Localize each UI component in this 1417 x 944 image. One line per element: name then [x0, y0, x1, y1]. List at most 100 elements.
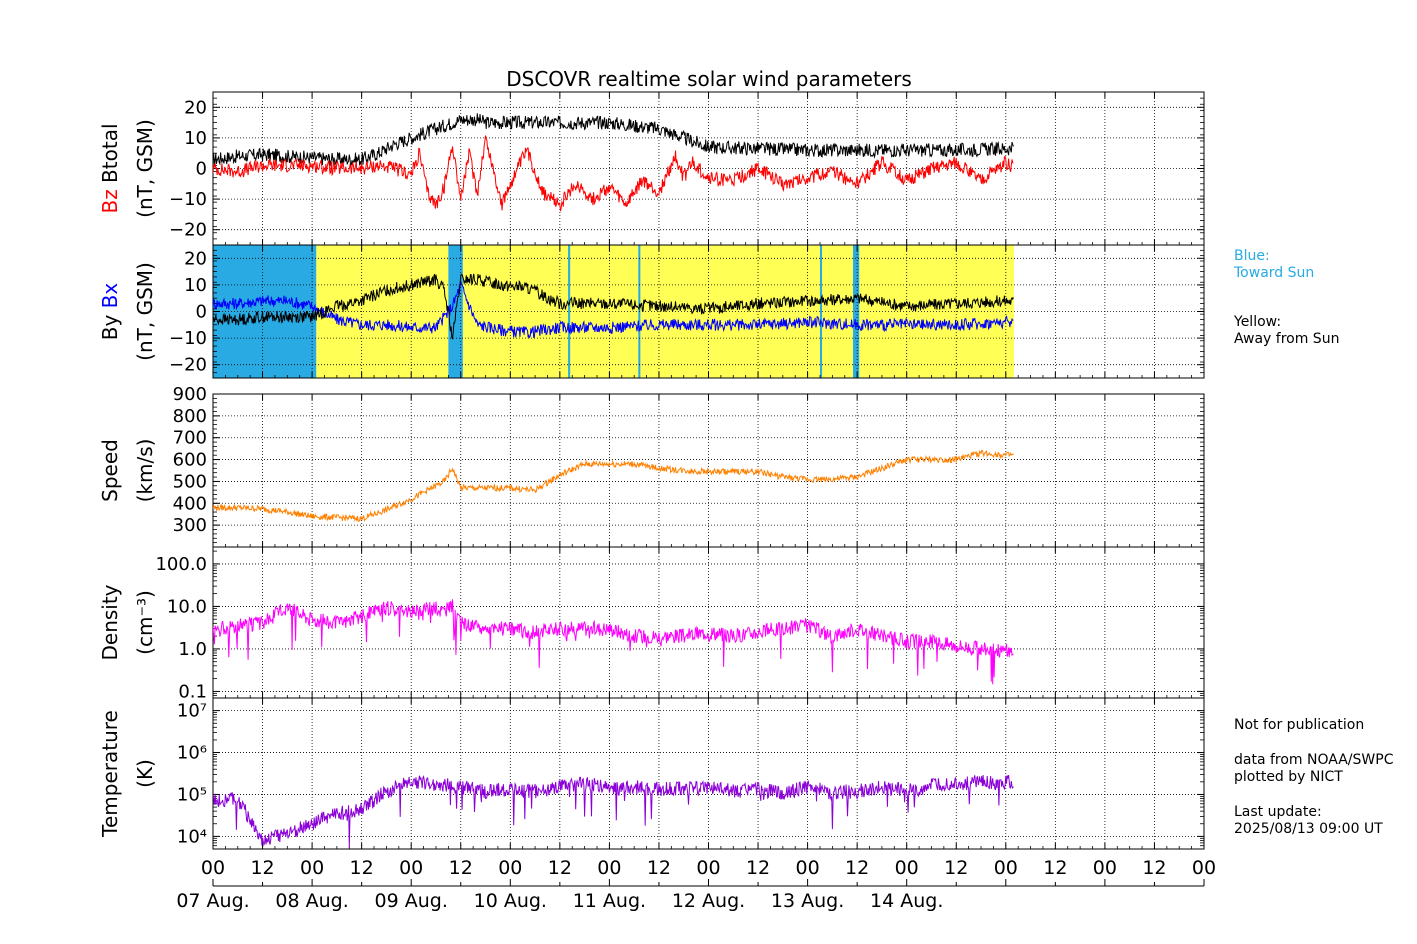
hour-tick-label: 00: [1093, 857, 1117, 879]
away-sun-desc: Away from Sun: [1234, 331, 1340, 347]
date-tick-label: 12 Aug.: [672, 890, 745, 912]
publication-note: Not for publication: [1234, 717, 1364, 734]
y-axis-label-part: Bz: [98, 189, 122, 213]
hour-tick-label: 12: [449, 857, 473, 879]
panel-temperature: 10⁴ 10⁵ 10⁶ 10⁷ Temperature (K): [98, 697, 1205, 850]
y-tick-label: 20: [184, 248, 207, 269]
y-tick-label: 10⁴: [177, 826, 207, 847]
hour-tick-label: 00: [300, 857, 324, 879]
series-line-density: [213, 599, 1014, 685]
y-tick-label: 0.1: [178, 681, 207, 702]
y-axis-label-part: Btotal: [98, 123, 122, 189]
hour-tick-label: 00: [498, 857, 522, 879]
y-tick-label: 10⁵: [177, 784, 207, 805]
panel-density: 0.1 1.0 10.0 100.0 Density (cm⁻³): [98, 546, 1205, 702]
series-line-bx: [213, 281, 1014, 339]
y-tick-label: 10: [184, 128, 207, 149]
source-line-1: data from NOAA/SWPC: [1234, 752, 1394, 768]
y-axis-unit-by_bx: (nT, GSM): [133, 262, 157, 361]
y-tick-label: 500: [173, 471, 207, 492]
series-line-speed: [213, 449, 1014, 522]
y-tick-label: 1.0: [178, 639, 207, 660]
source-note: data from NOAA/SWPC plotted by NICT: [1234, 752, 1393, 786]
sector-toward-5: [853, 245, 860, 378]
date-tick-label: 07 Aug.: [176, 890, 249, 912]
panel-mag: −20 −10 0 10 20 Bz Btotal (nT, GSM): [98, 91, 1205, 246]
y-axis-unit-mag: (nT, GSM): [133, 119, 157, 218]
y-tick-label: 600: [173, 450, 207, 471]
source-line-2: plotted by NICT: [1234, 769, 1343, 785]
update-value: 2025/08/13 09:00 UT: [1234, 821, 1383, 837]
y-tick-label: 900: [173, 384, 207, 405]
y-axis-label-part: Density: [98, 584, 122, 660]
y-tick-label: 0: [196, 159, 207, 180]
hour-tick-label: 00: [895, 857, 919, 879]
hour-tick-label: 00: [1192, 857, 1216, 879]
y-axis-label-speed: Speed: [98, 439, 122, 502]
y-axis-label-temperature: Temperature: [98, 710, 122, 838]
date-tick-label: 11 Aug.: [573, 890, 646, 912]
panels-group: −20 −10 0 10 20 Bz Btotal (nT, GSM) −20 −10 0 10 20…: [98, 91, 1205, 850]
sector-toward-2: [568, 245, 571, 378]
hour-tick-label: 12: [1142, 857, 1166, 879]
hour-tick-label: 12: [845, 857, 869, 879]
figure-title: DSCOVR realtime solar wind parameters: [506, 67, 912, 91]
hour-tick-label: 00: [597, 857, 621, 879]
hour-tick-label: 00: [796, 857, 820, 879]
y-tick-label: −10: [169, 328, 207, 349]
update-label: Last update:: [1234, 804, 1322, 820]
y-axis-label-part: Bx: [98, 283, 122, 315]
date-tick-label: 08 Aug.: [275, 890, 348, 912]
series-line-btotal: [213, 113, 1014, 168]
sector-legend: Blue: Toward Sun: [1234, 248, 1314, 282]
series-line-bz: [213, 135, 1014, 212]
hour-tick-label: 12: [250, 857, 274, 879]
y-tick-label: 20: [184, 97, 207, 118]
hour-tick-label: 12: [746, 857, 770, 879]
toward-sun-desc: Toward Sun: [1234, 265, 1315, 281]
y-axis-label-part: Temperature: [98, 710, 122, 838]
y-tick-label: 100.0: [155, 554, 207, 575]
y-tick-label: −20: [169, 220, 207, 241]
series-line-by: [213, 273, 1014, 340]
y-axis-label-part: Speed: [98, 439, 122, 502]
hour-tick-label: 00: [399, 857, 423, 879]
panel-by_bx: −20 −10 0 10 20 By Bx (nT, GSM): [98, 244, 1205, 379]
update-note: Last update: 2025/08/13 09:00 UT: [1234, 804, 1383, 838]
y-tick-label: 10⁶: [177, 743, 207, 764]
away-sun-label: Yellow:: [1234, 314, 1282, 330]
sector-toward-4: [819, 245, 823, 378]
y-axis-unit-density: (cm⁻³): [133, 590, 157, 655]
date-tick-label: 14 Aug.: [870, 890, 943, 912]
not-for-publication: Not for publication: [1234, 717, 1365, 733]
y-tick-label: −10: [169, 189, 207, 210]
hour-tick-label: 00: [201, 857, 225, 879]
y-axis-label-by_bx: By Bx: [98, 283, 122, 341]
y-axis-unit-speed: (km/s): [133, 439, 157, 503]
y-tick-label: 10⁷: [177, 701, 207, 722]
y-tick-label: 10: [184, 275, 207, 296]
y-axis-label-part: By: [98, 315, 122, 341]
hour-tick-label: 12: [350, 857, 374, 879]
date-tick-label: 13 Aug.: [771, 890, 844, 912]
hour-tick-label: 12: [1043, 857, 1067, 879]
time-axis: 00 12 00 12 00 12 00 12 00 12 00 12 00 12 00 12 00 12 00 12…: [176, 857, 1216, 912]
hour-tick-label: 00: [994, 857, 1018, 879]
y-axis-label-density: Density: [98, 584, 122, 660]
y-axis-unit-temperature: (K): [133, 759, 157, 788]
hour-tick-label: 12: [548, 857, 572, 879]
hour-tick-label: 00: [696, 857, 720, 879]
y-tick-label: 10.0: [167, 596, 207, 617]
date-tick-label: 10 Aug.: [474, 890, 547, 912]
hour-tick-label: 12: [647, 857, 671, 879]
y-tick-label: 300: [173, 515, 207, 536]
y-axis-label-mag: Bz Btotal: [98, 123, 122, 213]
y-tick-label: 0: [196, 302, 207, 323]
y-tick-label: 800: [173, 406, 207, 427]
series-line-temperature: [213, 774, 1014, 848]
y-tick-label: −20: [169, 355, 207, 376]
date-tick-label: 09 Aug.: [375, 890, 448, 912]
toward-sun-label: Blue:: [1234, 248, 1270, 264]
